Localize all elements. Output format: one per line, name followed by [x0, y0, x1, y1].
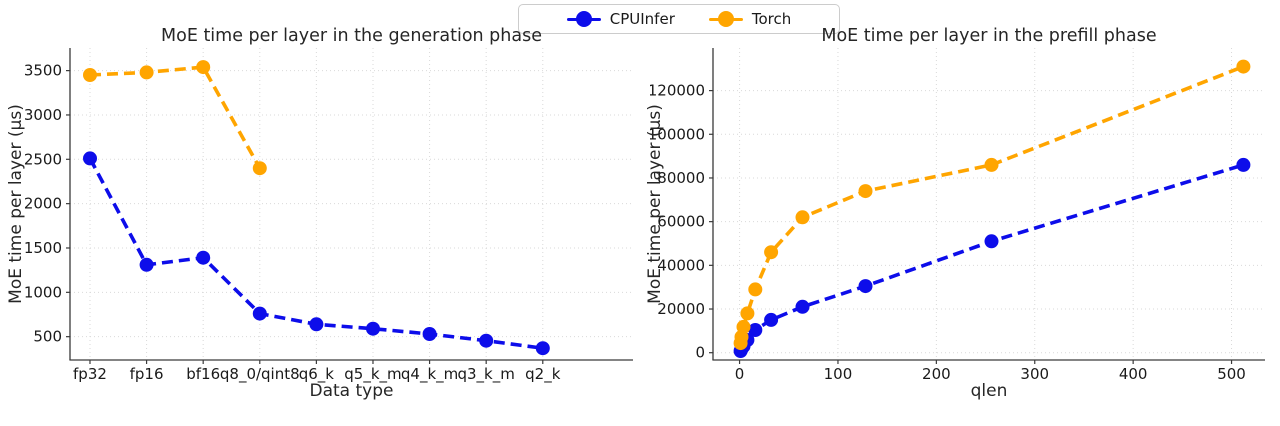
- generation-chart-title: MoE time per layer in the generation pha…: [161, 26, 542, 46]
- svg-text:1000: 1000: [24, 283, 62, 301]
- prefill-yaxis-label: MoE time per layer (µs): [645, 104, 665, 304]
- svg-text:500: 500: [33, 328, 62, 346]
- legend-label-cpuinfer: CPUInfer: [609, 10, 675, 28]
- prefill-chart-plot: 0 100 200 300 400 500 0 20000 40000 60000 80000 100…: [650, 48, 1265, 383]
- svg-text:0: 0: [735, 365, 745, 383]
- legend-item-cpuinfer: CPUInfer: [566, 10, 675, 28]
- svg-text:q5_k_m: q5_k_m: [344, 365, 401, 384]
- generation-xaxis-label: Data type: [309, 381, 394, 401]
- svg-text:fp32: fp32: [73, 365, 107, 383]
- svg-text:200: 200: [922, 365, 951, 383]
- legend: CPUInfer Torch: [518, 4, 840, 34]
- svg-text:20000: 20000: [657, 300, 705, 318]
- svg-text:300: 300: [1020, 365, 1049, 383]
- svg-text:3500: 3500: [24, 62, 62, 80]
- svg-text:2500: 2500: [24, 150, 62, 168]
- svg-text:q3_k_m: q3_k_m: [457, 365, 514, 384]
- svg-text:fp16: fp16: [130, 365, 164, 383]
- svg-text:3000: 3000: [24, 106, 62, 124]
- svg-text:120000: 120000: [650, 82, 705, 100]
- svg-text:0: 0: [695, 344, 705, 362]
- svg-text:bf16: bf16: [186, 365, 220, 383]
- legend-label-torch: Torch: [751, 10, 792, 28]
- generation-chart-plot: fp32 fp16 bf16 q8_0/qint8 q6_k q5_k_m q4_k_m q3…: [24, 48, 633, 384]
- svg-text:q8_0/qint8: q8_0/qint8: [220, 365, 300, 384]
- prefill-xaxis-label: qlen: [970, 381, 1008, 401]
- svg-text:1500: 1500: [24, 239, 62, 257]
- svg-text:q2_k: q2_k: [525, 365, 561, 384]
- svg-text:q6_k: q6_k: [299, 365, 335, 384]
- torch-marker-icon: [708, 11, 743, 27]
- svg-text:q4_k_m: q4_k_m: [401, 365, 458, 384]
- svg-text:100000: 100000: [650, 125, 705, 143]
- svg-text:60000: 60000: [657, 213, 705, 231]
- svg-text:2000: 2000: [24, 195, 62, 213]
- generation-yaxis-label: MoE time per layer (µs): [6, 104, 26, 304]
- svg-text:100: 100: [824, 365, 853, 383]
- cpuinfer-marker-icon: [566, 11, 601, 27]
- svg-text:400: 400: [1119, 365, 1148, 383]
- prefill-chart-title: MoE time per layer in the prefill phase: [821, 26, 1157, 46]
- svg-text:40000: 40000: [657, 256, 705, 274]
- svg-text:80000: 80000: [657, 169, 705, 187]
- legend-item-torch: Torch: [708, 10, 792, 28]
- svg-text:500: 500: [1217, 365, 1246, 383]
